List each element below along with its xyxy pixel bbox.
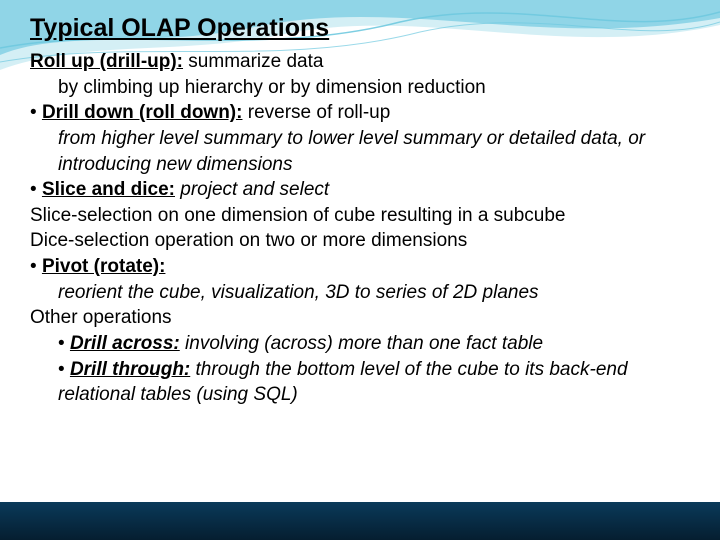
slide-content: Typical OLAP Operations Roll up (drill-u… — [0, 0, 720, 408]
line-rollup-detail: by climbing up hierarchy or by dimension… — [30, 75, 690, 101]
slice-term: Slice and dice: — [42, 179, 175, 200]
footer-bar — [0, 502, 720, 540]
drilldown-desc: reverse of roll-up — [242, 102, 390, 123]
line-slice: • Slice and dice: project and select — [30, 177, 690, 203]
line-pivot-detail: reorient the cube, visualization, 3D to … — [30, 280, 690, 306]
pivot-term: Pivot (rotate): — [42, 256, 166, 277]
line-drilldown: • Drill down (roll down): reverse of rol… — [30, 100, 690, 126]
slice-desc: project and select — [175, 179, 329, 200]
drillthrough-term: Drill through: — [70, 359, 190, 380]
bullet: • — [30, 179, 42, 200]
line-pivot: • Pivot (rotate): — [30, 254, 690, 280]
line-drillthrough: • Drill through: through the bottom leve… — [30, 357, 690, 408]
rollup-desc: summarize data — [183, 51, 323, 72]
bullet: • — [58, 333, 70, 354]
slide-title: Typical OLAP Operations — [30, 14, 690, 43]
line-slice-detail1: Slice-selection on one dimension of cube… — [30, 203, 690, 229]
body-text: Roll up (drill-up): summarize data by cl… — [30, 49, 690, 408]
rollup-term: Roll up (drill-up): — [30, 51, 183, 72]
line-drilldown-detail: from higher level summary to lower level… — [30, 126, 690, 177]
line-other: Other operations — [30, 305, 690, 331]
drillacross-desc: involving (across) more than one fact ta… — [180, 333, 543, 354]
line-drillacross: • Drill across: involving (across) more … — [30, 331, 690, 357]
bullet: • — [30, 256, 42, 277]
drillacross-term: Drill across: — [70, 333, 180, 354]
line-slice-detail2: Dice-selection operation on two or more … — [30, 228, 690, 254]
bullet: • — [58, 359, 70, 380]
bullet: • — [30, 102, 42, 123]
drilldown-term: Drill down (roll down): — [42, 102, 243, 123]
line-rollup: Roll up (drill-up): summarize data — [30, 49, 690, 75]
